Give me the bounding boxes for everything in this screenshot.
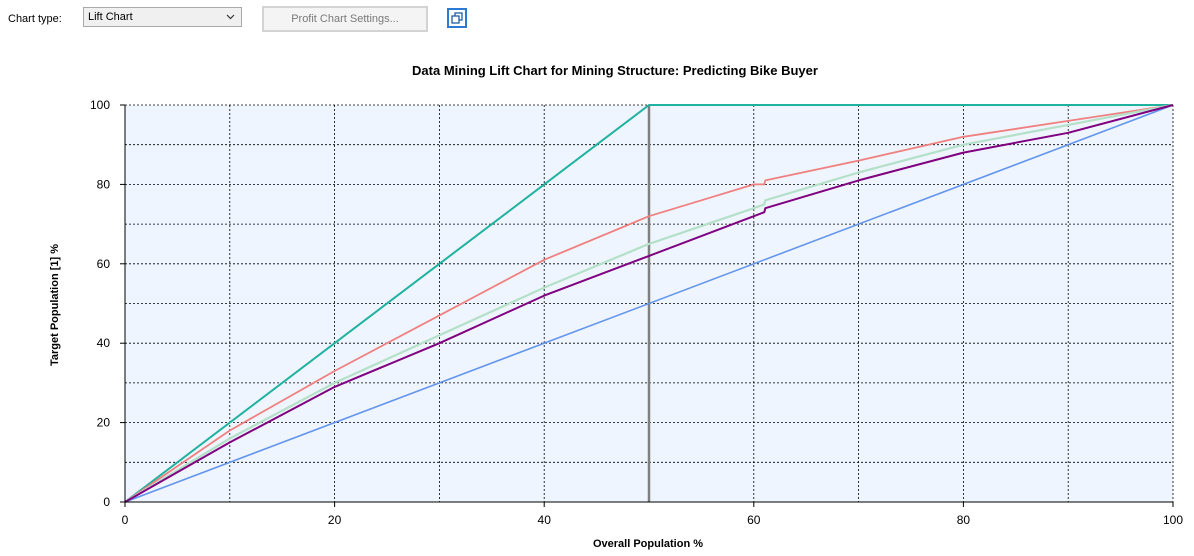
tick-labels: 0 20 40 60 80 100 0 20 40 60 80 100 <box>90 98 1183 527</box>
chart-type-label: Chart type: <box>8 13 62 25</box>
chart-type-select[interactable]: Lift Chart <box>83 7 242 27</box>
chart-type-value: Lift Chart <box>88 11 133 23</box>
y-tick-label: 0 <box>103 495 110 509</box>
series-lines <box>124 103 1174 503</box>
y-tick-label: 80 <box>97 177 111 191</box>
series-line-random <box>124 104 1174 503</box>
x-tick-label: 0 <box>122 513 129 527</box>
x-tick-label: 40 <box>538 513 552 527</box>
x-tick-label: 60 <box>747 513 761 527</box>
profit-chart-settings-button[interactable]: Profit Chart Settings... <box>262 6 428 32</box>
restore-window-icon <box>451 12 463 24</box>
y-tick-label: 40 <box>97 336 111 350</box>
series-line-green <box>124 103 1174 503</box>
y-tick-label: 20 <box>97 416 111 430</box>
x-axis-title: Overall Population % <box>592 538 704 550</box>
x-tick-label: 80 <box>957 513 971 527</box>
series-line-ideal <box>124 104 1173 503</box>
profit-chart-settings-label: Profit Chart Settings... <box>291 13 399 25</box>
chart-title: Data Mining Lift Chart for Mining Struct… <box>412 63 818 78</box>
toolbar: Chart type: Lift Chart Profit Chart Sett… <box>0 0 1194 36</box>
chevron-down-icon <box>226 14 235 20</box>
x-tick-label: 100 <box>1163 513 1183 527</box>
axes <box>120 104 1174 507</box>
x-tick-label: 20 <box>328 513 342 527</box>
series-line-purple <box>124 104 1174 503</box>
y-tick-label: 60 <box>97 257 111 271</box>
restore-window-button[interactable] <box>447 8 467 28</box>
series-line-red <box>124 104 1174 503</box>
y-tick-label: 100 <box>90 98 110 112</box>
